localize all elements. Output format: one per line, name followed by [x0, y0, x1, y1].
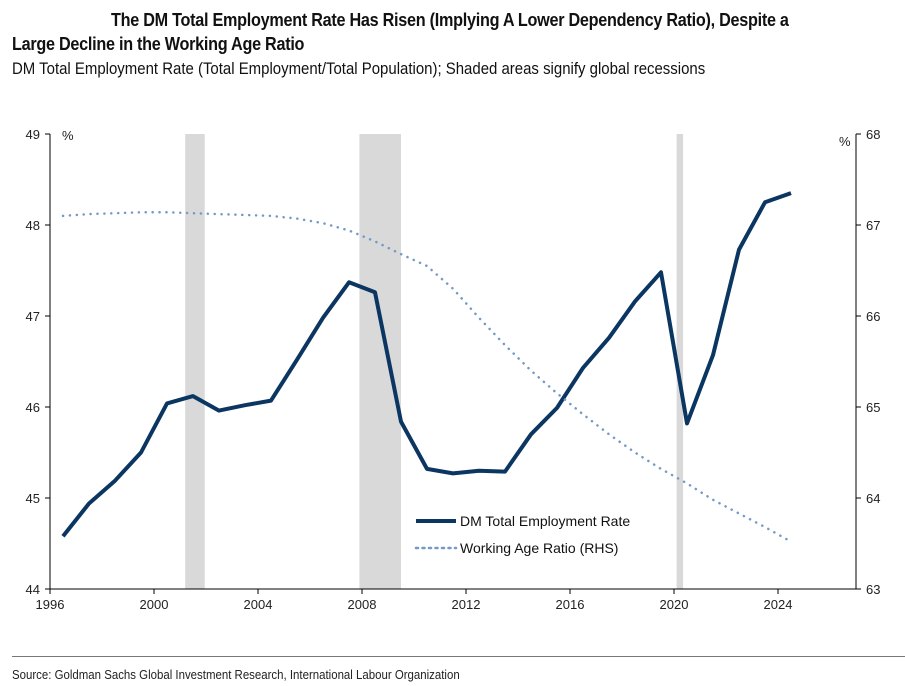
chart-title-line1: The DM Total Employment Rate Has Risen (… [111, 10, 789, 30]
legend: DM Total Employment Rate Working Age Rat… [414, 513, 630, 556]
left-y-tick-label: 49 [26, 127, 40, 142]
legend-employment-label: DM Total Employment Rate [460, 513, 630, 529]
axes: 44 45 46 47 48 49 63 64 65 66 67 68 1996 2000 2004 2008… [26, 127, 881, 612]
x-tick-label: 2004 [244, 597, 273, 612]
right-y-tick-label: 68 [866, 127, 880, 142]
recession-shading [185, 134, 684, 589]
working-age-ratio-line [61, 211, 793, 543]
source-note: Source: Goldman Sachs Global Investment … [12, 667, 460, 682]
left-axis-unit: % [62, 128, 74, 143]
right-y-tick-label: 63 [866, 582, 880, 597]
x-tick-label: 2000 [140, 597, 169, 612]
chart-subtitle: DM Total Employment Rate (Total Employme… [12, 59, 706, 78]
recession-band [676, 134, 684, 589]
chart-title: The DM Total Employment Rate Has Risen (… [12, 8, 804, 56]
right-y-tick-label: 64 [866, 491, 880, 506]
legend-working-age-label: Working Age Ratio (RHS) [460, 540, 618, 556]
x-tick-label: 2012 [452, 597, 481, 612]
left-y-tick-label: 46 [26, 400, 40, 415]
left-y-tick-label: 45 [26, 491, 40, 506]
right-y-tick-label: 67 [866, 218, 880, 233]
x-tick-label: 2020 [660, 597, 689, 612]
chart-title-line2: Large Decline in the Working Age Ratio [12, 34, 305, 54]
employment-rate-line [61, 191, 792, 538]
right-y-tick-label: 66 [866, 309, 880, 324]
right-y-tick-label: 65 [866, 400, 880, 415]
x-tick-label: 1996 [36, 597, 65, 612]
chart-plot: 44 45 46 47 48 49 63 64 65 66 67 68 1996 2000 2004 2008… [26, 127, 881, 612]
x-tick-label: 2016 [556, 597, 585, 612]
recession-band [359, 134, 401, 589]
left-y-tick-label: 48 [26, 218, 40, 233]
series-group [61, 191, 793, 543]
x-tick-label: 2008 [348, 597, 377, 612]
recession-band [185, 134, 205, 589]
right-axis-unit: % [839, 134, 851, 149]
footer-divider [12, 656, 905, 657]
x-tick-label: 2024 [764, 597, 793, 612]
left-y-tick-label: 47 [26, 309, 40, 324]
left-y-tick-label: 44 [26, 582, 40, 597]
